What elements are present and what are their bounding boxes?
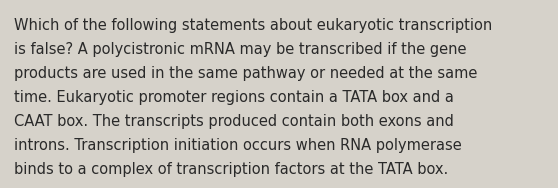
- Text: introns. Transcription initiation occurs when RNA polymerase: introns. Transcription initiation occurs…: [14, 138, 462, 153]
- Text: binds to a complex of transcription factors at the TATA box.: binds to a complex of transcription fact…: [14, 162, 448, 177]
- Text: CAAT box. The transcripts produced contain both exons and: CAAT box. The transcripts produced conta…: [14, 114, 454, 129]
- Text: is false? A polycistronic mRNA may be transcribed if the gene: is false? A polycistronic mRNA may be tr…: [14, 42, 466, 57]
- Text: Which of the following statements about eukaryotic transcription: Which of the following statements about …: [14, 18, 492, 33]
- Text: time. Eukaryotic promoter regions contain a TATA box and a: time. Eukaryotic promoter regions contai…: [14, 90, 454, 105]
- Text: products are used in the same pathway or needed at the same: products are used in the same pathway or…: [14, 66, 478, 81]
